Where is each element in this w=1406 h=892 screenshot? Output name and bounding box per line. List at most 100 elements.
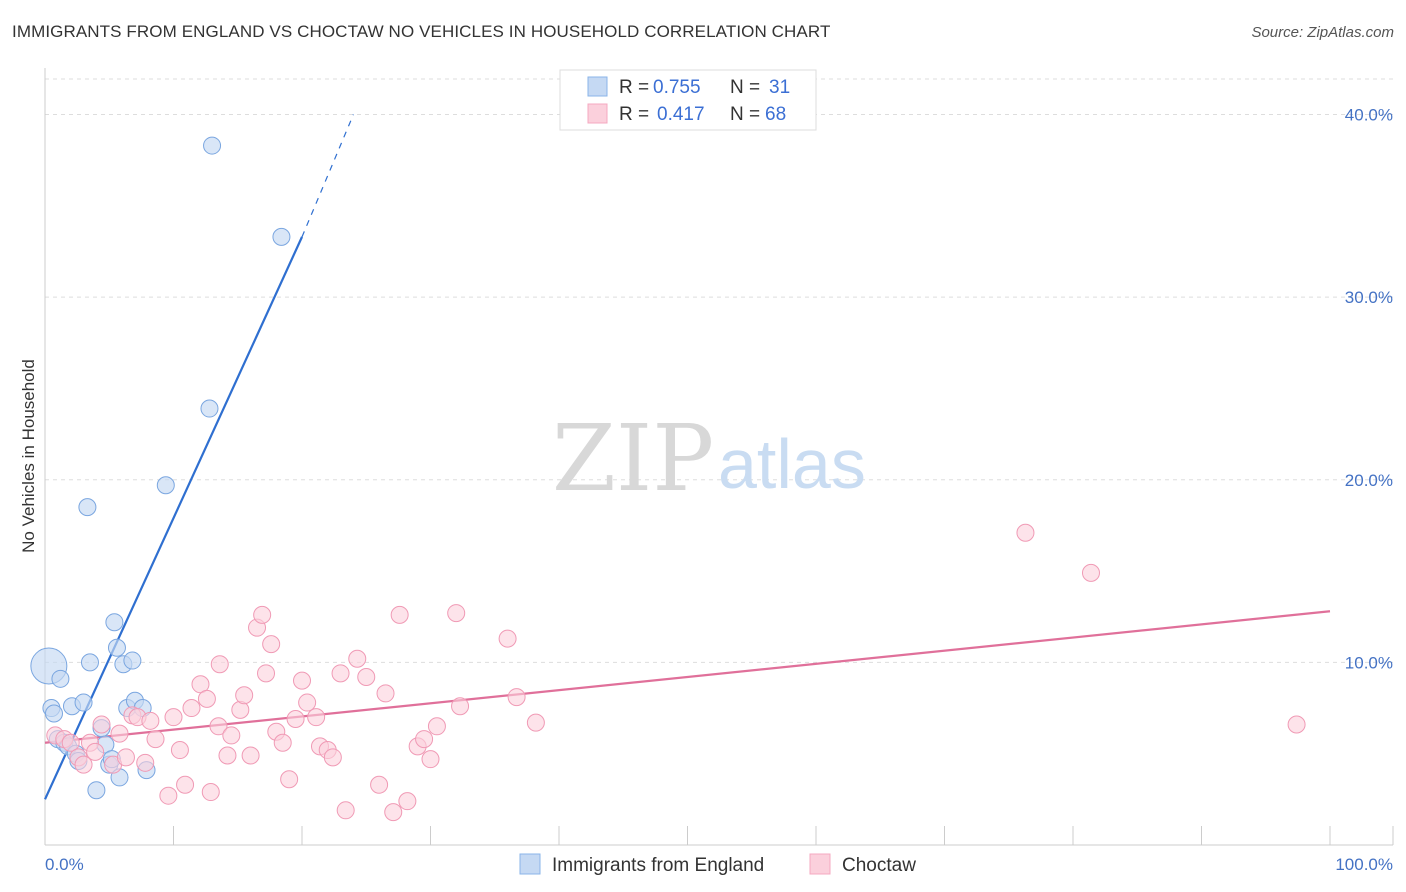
data-point-choctaw: [357, 667, 376, 686]
data-point-choctaw: [253, 605, 272, 624]
data-point-choctaw: [451, 697, 470, 716]
data-point-choctaw: [348, 649, 367, 668]
data-point-choctaw: [507, 688, 526, 707]
grid-lines: [45, 78, 1393, 663]
data-point-choctaw: [235, 686, 254, 705]
legend-r-england: 0.755: [653, 77, 701, 98]
axes: [44, 68, 1393, 846]
legend-r-choctaw: 0.417: [657, 104, 705, 125]
data-point-choctaw: [74, 755, 93, 774]
y-tick-label: 30.0%: [1345, 288, 1393, 307]
data-point-choctaw: [415, 730, 434, 749]
data-point-choctaw: [197, 689, 216, 708]
data-point-choctaw: [1287, 715, 1306, 734]
data-point-england: [74, 693, 93, 712]
data-point-choctaw: [376, 684, 395, 703]
watermark-atlas: atlas: [718, 425, 866, 503]
data-point-choctaw: [262, 635, 281, 654]
data-point-choctaw: [526, 713, 545, 732]
data-point-choctaw: [136, 753, 155, 772]
data-point-choctaw: [370, 775, 389, 794]
data-point-choctaw: [1081, 563, 1100, 582]
data-point-choctaw: [146, 730, 165, 749]
data-point-choctaw: [164, 708, 183, 727]
bottom-legend-swatch-england: [519, 853, 541, 875]
data-point-choctaw: [498, 629, 517, 648]
y-axis-label: No Vehicles in Household: [19, 359, 38, 553]
data-point-england: [123, 651, 142, 670]
data-point-england: [203, 136, 222, 155]
legend-n-england: 31: [769, 77, 790, 98]
trend-line-england-extension: [301, 114, 354, 238]
legend-r-label-england: R =: [619, 77, 649, 98]
data-point-england: [80, 653, 99, 672]
data-point-choctaw: [286, 709, 305, 728]
choctaw-points: [46, 523, 1306, 822]
watermark-zip: ZIP: [552, 405, 714, 512]
data-point-choctaw: [176, 775, 195, 794]
data-point-choctaw: [141, 711, 160, 730]
data-point-england: [272, 227, 291, 246]
watermark: ZIP atlas: [552, 405, 866, 512]
data-point-choctaw: [323, 748, 342, 767]
data-point-choctaw: [182, 699, 201, 718]
legend-n-label-england: N =: [730, 77, 760, 98]
data-point-choctaw: [298, 693, 317, 712]
chart-title: IMMIGRANTS FROM ENGLAND VS CHOCTAW NO VE…: [12, 22, 831, 41]
data-point-choctaw: [273, 733, 292, 752]
data-point-england: [87, 781, 106, 800]
y-tick-label: 40.0%: [1345, 106, 1393, 125]
data-point-england: [156, 476, 175, 495]
legend-swatch-england: [587, 76, 608, 97]
data-point-choctaw: [170, 741, 189, 760]
data-point-england: [107, 638, 126, 657]
bottom-legend-swatch-choctaw: [809, 853, 831, 875]
data-point-choctaw: [92, 715, 111, 734]
data-point-choctaw: [390, 605, 409, 624]
data-point-choctaw: [421, 750, 440, 769]
data-point-choctaw: [209, 717, 228, 736]
x-tick-label-max: 100.0%: [1335, 855, 1393, 874]
data-point-choctaw: [398, 792, 417, 811]
legend-swatch-choctaw: [587, 103, 608, 124]
data-point-choctaw: [1016, 523, 1035, 542]
data-point-england: [200, 399, 219, 418]
data-point-choctaw: [241, 746, 260, 765]
data-point-choctaw: [222, 726, 241, 745]
data-point-choctaw: [257, 664, 276, 683]
data-point-choctaw: [447, 604, 466, 623]
source-label: Source: ZipAtlas.com: [1251, 24, 1394, 41]
bottom-legend-label-choctaw: Choctaw: [842, 855, 916, 876]
bottom-legend-label-england: Immigrants from England: [552, 855, 764, 876]
x-tick-marks: [44, 826, 1394, 845]
data-point-choctaw: [110, 724, 129, 743]
data-point-england: [105, 613, 124, 632]
data-point-choctaw: [280, 770, 299, 789]
legend-n-choctaw: 68: [765, 104, 786, 125]
legend-n-label-choctaw: N =: [730, 104, 760, 125]
legend-box: R = 0.755 N = 31 R = 0.417 N = 68: [559, 69, 817, 131]
x-tick-label-min: 0.0%: [45, 855, 84, 874]
data-point-choctaw: [159, 786, 178, 805]
data-point-england: [44, 704, 63, 723]
data-point-choctaw: [210, 655, 229, 674]
data-point-choctaw: [201, 783, 220, 802]
legend-r-label-choctaw: R =: [619, 104, 649, 125]
data-point-choctaw: [427, 717, 446, 736]
bottom-legend: Immigrants from England Choctaw: [519, 853, 916, 876]
data-point-choctaw: [86, 742, 105, 761]
data-point-choctaw: [331, 664, 350, 683]
data-point-choctaw: [293, 671, 311, 690]
y-tick-label: 20.0%: [1345, 471, 1393, 490]
data-point-choctaw: [307, 708, 326, 727]
data-point-england: [78, 498, 97, 517]
data-point-choctaw: [218, 746, 237, 765]
y-tick-label: 10.0%: [1345, 653, 1393, 672]
data-point-choctaw: [336, 801, 355, 820]
trend-line-choctaw: [44, 610, 1331, 744]
data-point-choctaw: [384, 803, 403, 822]
data-point-choctaw: [61, 733, 80, 752]
data-point-choctaw: [116, 748, 135, 767]
y-tick-labels: 10.0% 20.0% 30.0% 40.0%: [1345, 106, 1393, 673]
